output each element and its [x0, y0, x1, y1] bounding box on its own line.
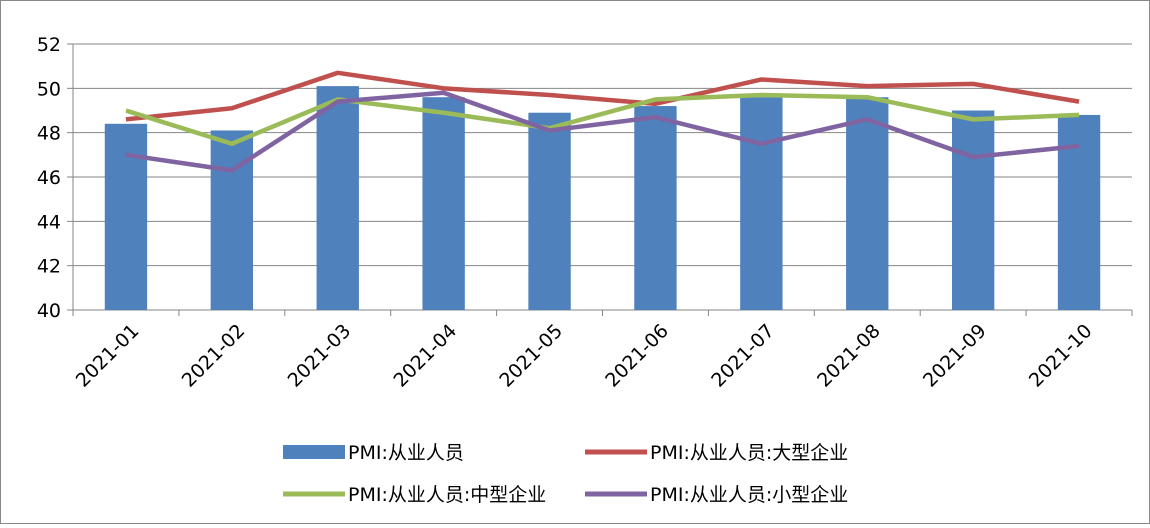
- bar: [422, 97, 465, 310]
- bar: [634, 106, 677, 310]
- bar: [210, 130, 254, 310]
- line-series: [125, 70, 1080, 122]
- y-tick-label: 46: [37, 167, 61, 189]
- y-tick-label: 42: [37, 256, 61, 278]
- bar: [740, 97, 783, 310]
- legend-label: PMI:从业人员:小型企业: [650, 484, 848, 506]
- bar: [104, 123, 148, 310]
- bar: [951, 110, 995, 310]
- legend-swatch: [283, 445, 345, 459]
- y-tick-label: 44: [37, 211, 61, 233]
- y-tick-label: 50: [37, 78, 61, 100]
- y-tick-label: 52: [37, 34, 61, 56]
- legend-label: PMI:从业人员:中型企业: [348, 484, 546, 506]
- legend-label: PMI:从业人员: [348, 442, 464, 464]
- line-series: [125, 90, 1080, 173]
- y-tick-label: 48: [37, 123, 61, 145]
- bar: [846, 97, 889, 310]
- bar: [528, 112, 571, 310]
- bar: [1057, 114, 1101, 310]
- y-tick-label: 40: [37, 300, 61, 322]
- bar: [316, 86, 359, 310]
- line-series: [125, 92, 1080, 146]
- legend-label: PMI:从业人员:大型企业: [650, 442, 848, 464]
